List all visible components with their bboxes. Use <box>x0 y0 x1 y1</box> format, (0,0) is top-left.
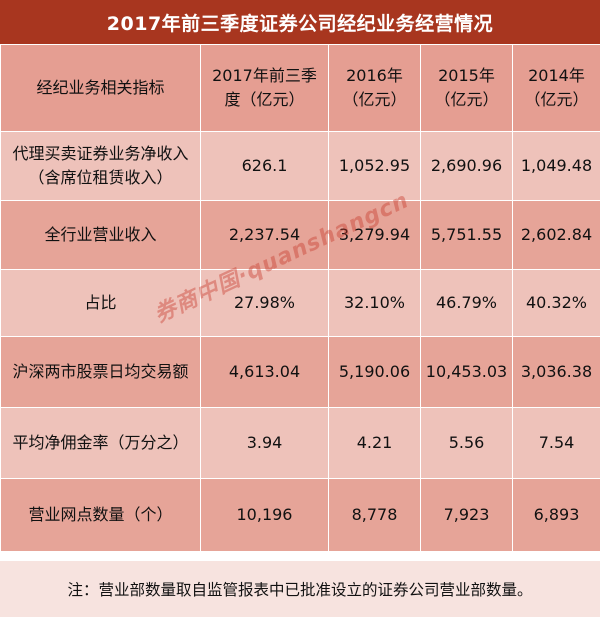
row-label: 营业网点数量（个） <box>1 479 201 552</box>
table-row: 沪深两市股票日均交易额 4,613.04 5,190.06 10,453.03 … <box>1 337 600 408</box>
header-2015: 2015年（亿元） <box>421 45 513 132</box>
table-cell: 5.56 <box>421 408 513 479</box>
header-indicator: 经纪业务相关指标 <box>1 45 201 132</box>
table-cell: 27.98% <box>201 270 329 337</box>
header-2014: 2014年（亿元） <box>513 45 600 132</box>
table-cell: 2,602.84 <box>513 201 600 270</box>
table-cell: 10,196 <box>201 479 329 552</box>
table-cell: 4.21 <box>329 408 421 479</box>
table-cell: 3.94 <box>201 408 329 479</box>
footnote: 注：营业部数量取自监管报表中已批准设立的证券公司营业部数量。 <box>0 560 600 617</box>
table-cell: 4,613.04 <box>201 337 329 408</box>
table-cell: 7,923 <box>421 479 513 552</box>
table-cell: 32.10% <box>329 270 421 337</box>
table-cell: 3,279.94 <box>329 201 421 270</box>
row-label: 全行业营业收入 <box>1 201 201 270</box>
table-cell: 7.54 <box>513 408 600 479</box>
table-cell: 2,690.96 <box>421 132 513 201</box>
table-cell: 5,190.06 <box>329 337 421 408</box>
table-cell: 2,237.54 <box>201 201 329 270</box>
table-title: 2017年前三季度证券公司经纪业务经营情况 <box>0 0 600 44</box>
header-2016: 2016年（亿元） <box>329 45 421 132</box>
table-cell: 46.79% <box>421 270 513 337</box>
row-label: 代理买卖证券业务净收入（含席位租赁收入） <box>1 132 201 201</box>
table-row: 平均净佣金率（万分之） 3.94 4.21 5.56 7.54 <box>1 408 600 479</box>
table-row: 全行业营业收入 2,237.54 3,279.94 5,751.55 2,602… <box>1 201 600 270</box>
row-label: 占比 <box>1 270 201 337</box>
table-cell: 1,052.95 <box>329 132 421 201</box>
table-cell: 5,751.55 <box>421 201 513 270</box>
row-label: 平均净佣金率（万分之） <box>1 408 201 479</box>
table-row: 营业网点数量（个） 10,196 8,778 7,923 6,893 <box>1 479 600 552</box>
table-row: 占比 27.98% 32.10% 46.79% 40.32% <box>1 270 600 337</box>
header-row: 经纪业务相关指标 2017年前三季度（亿元） 2016年（亿元） 2015年（亿… <box>1 45 600 132</box>
table-cell: 10,453.03 <box>421 337 513 408</box>
row-label: 沪深两市股票日均交易额 <box>1 337 201 408</box>
table-cell: 40.32% <box>513 270 600 337</box>
table-cell: 8,778 <box>329 479 421 552</box>
table-cell: 3,036.38 <box>513 337 600 408</box>
brokerage-table: 经纪业务相关指标 2017年前三季度（亿元） 2016年（亿元） 2015年（亿… <box>0 44 600 552</box>
header-2017q3: 2017年前三季度（亿元） <box>201 45 329 132</box>
table-cell: 1,049.48 <box>513 132 600 201</box>
table-cell: 6,893 <box>513 479 600 552</box>
table-cell: 626.1 <box>201 132 329 201</box>
table-row: 代理买卖证券业务净收入（含席位租赁收入） 626.1 1,052.95 2,69… <box>1 132 600 201</box>
